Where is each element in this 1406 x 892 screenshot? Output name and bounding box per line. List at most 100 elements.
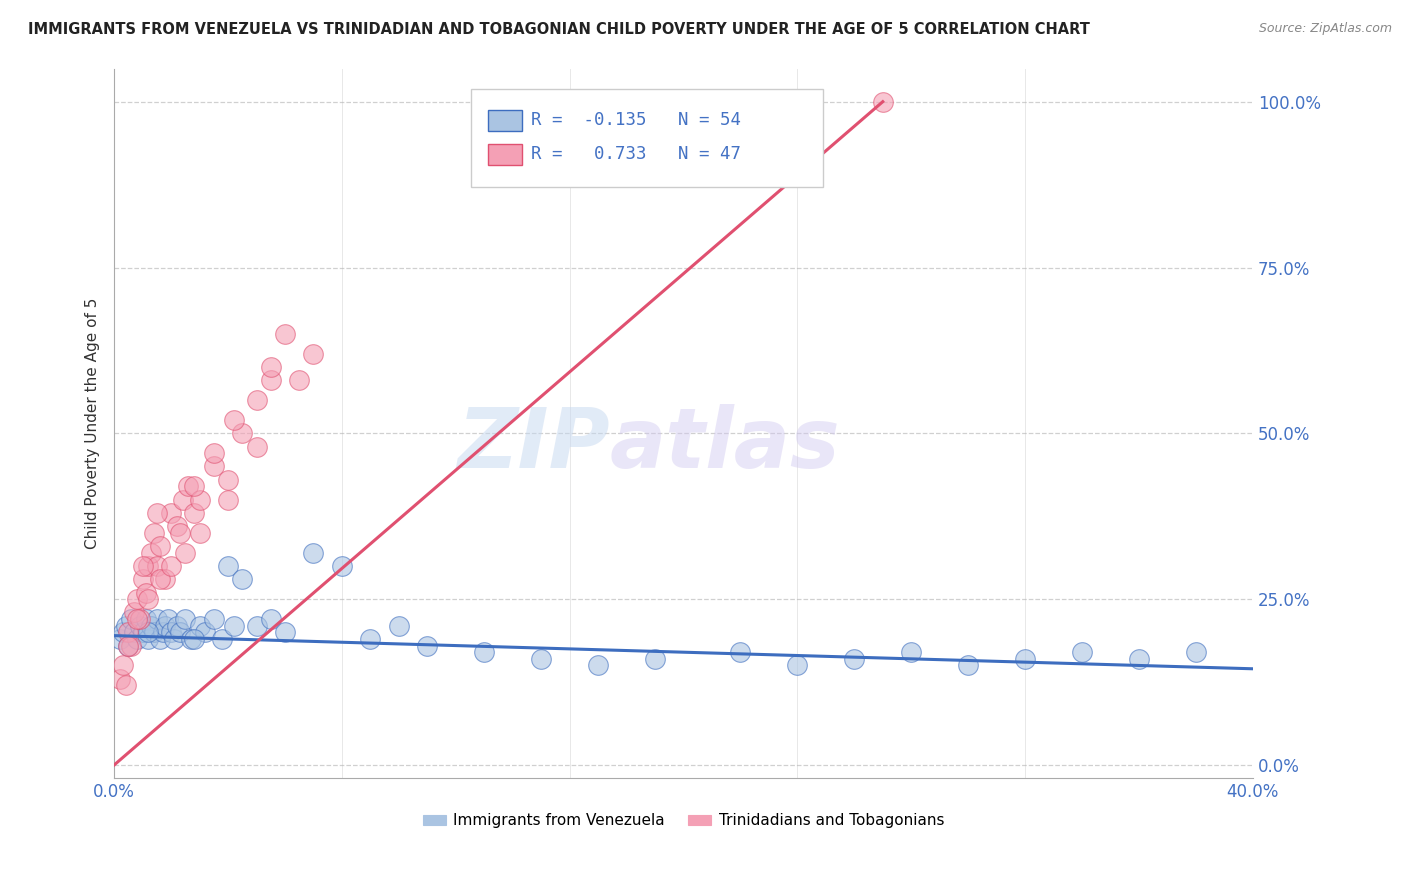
- Point: [163, 632, 186, 646]
- Point: [1014, 652, 1036, 666]
- Text: R =  -0.135   N = 54: R = -0.135 N = 54: [531, 112, 741, 129]
- Point: [260, 359, 283, 374]
- Point: [388, 618, 411, 632]
- Point: [416, 639, 439, 653]
- Point: [274, 625, 297, 640]
- Point: [288, 373, 311, 387]
- Point: [274, 326, 297, 341]
- Point: [108, 632, 131, 646]
- Point: [131, 625, 153, 640]
- Legend: Immigrants from Venezuela, Trinidadians and Tobagonians: Immigrants from Venezuela, Trinidadians …: [416, 807, 950, 834]
- Point: [586, 658, 609, 673]
- Point: [155, 618, 177, 632]
- Point: [169, 525, 191, 540]
- Point: [644, 652, 666, 666]
- Y-axis label: Child Poverty Under the Age of 5: Child Poverty Under the Age of 5: [86, 298, 100, 549]
- Point: [211, 632, 233, 646]
- Point: [183, 506, 205, 520]
- Point: [160, 506, 183, 520]
- Point: [217, 492, 239, 507]
- Point: [188, 525, 211, 540]
- Point: [166, 618, 188, 632]
- Point: [245, 440, 267, 454]
- Point: [166, 519, 188, 533]
- Point: [120, 639, 142, 653]
- Point: [114, 618, 136, 632]
- Point: [260, 373, 283, 387]
- Text: R =   0.733   N = 47: R = 0.733 N = 47: [531, 145, 741, 163]
- Point: [217, 559, 239, 574]
- Point: [108, 672, 131, 686]
- Point: [177, 479, 200, 493]
- Point: [125, 632, 148, 646]
- Point: [217, 473, 239, 487]
- Point: [957, 658, 980, 673]
- Point: [149, 572, 172, 586]
- Point: [134, 612, 156, 626]
- Point: [1185, 645, 1208, 659]
- Point: [222, 413, 245, 427]
- Point: [330, 559, 353, 574]
- Point: [138, 559, 160, 574]
- Point: [1128, 652, 1150, 666]
- Point: [202, 446, 225, 460]
- Point: [149, 539, 172, 553]
- Point: [122, 606, 145, 620]
- Point: [872, 95, 894, 109]
- Point: [844, 652, 866, 666]
- Point: [146, 559, 169, 574]
- Point: [117, 639, 139, 653]
- Text: ZIP: ZIP: [457, 404, 610, 485]
- Point: [125, 612, 148, 626]
- Text: atlas: atlas: [610, 404, 841, 485]
- Point: [900, 645, 922, 659]
- Text: Source: ZipAtlas.com: Source: ZipAtlas.com: [1258, 22, 1392, 36]
- Point: [188, 618, 211, 632]
- Point: [152, 625, 174, 640]
- Point: [359, 632, 381, 646]
- Point: [146, 612, 169, 626]
- Point: [155, 572, 177, 586]
- Point: [183, 632, 205, 646]
- Point: [180, 632, 202, 646]
- Point: [143, 625, 166, 640]
- Point: [128, 612, 150, 626]
- Point: [160, 625, 183, 640]
- Point: [138, 632, 160, 646]
- Point: [120, 612, 142, 626]
- Point: [786, 658, 808, 673]
- Point: [117, 639, 139, 653]
- Point: [222, 618, 245, 632]
- Point: [260, 612, 283, 626]
- Point: [472, 645, 495, 659]
- Point: [134, 585, 156, 599]
- Point: [202, 612, 225, 626]
- Point: [128, 618, 150, 632]
- Point: [174, 612, 197, 626]
- Point: [111, 658, 134, 673]
- Point: [138, 592, 160, 607]
- Point: [157, 612, 180, 626]
- Point: [174, 546, 197, 560]
- Point: [131, 572, 153, 586]
- Point: [188, 492, 211, 507]
- Point: [169, 625, 191, 640]
- Point: [138, 625, 160, 640]
- Point: [146, 506, 169, 520]
- Point: [131, 559, 153, 574]
- Point: [141, 618, 163, 632]
- Point: [149, 632, 172, 646]
- Point: [245, 618, 267, 632]
- Point: [117, 625, 139, 640]
- Point: [302, 546, 325, 560]
- Text: IMMIGRANTS FROM VENEZUELA VS TRINIDADIAN AND TOBAGONIAN CHILD POVERTY UNDER THE : IMMIGRANTS FROM VENEZUELA VS TRINIDADIAN…: [28, 22, 1090, 37]
- Point: [302, 347, 325, 361]
- Point: [111, 625, 134, 640]
- Point: [1071, 645, 1094, 659]
- Point: [160, 559, 183, 574]
- Point: [231, 426, 253, 441]
- Point: [141, 546, 163, 560]
- Point: [231, 572, 253, 586]
- Point: [245, 393, 267, 408]
- Point: [183, 479, 205, 493]
